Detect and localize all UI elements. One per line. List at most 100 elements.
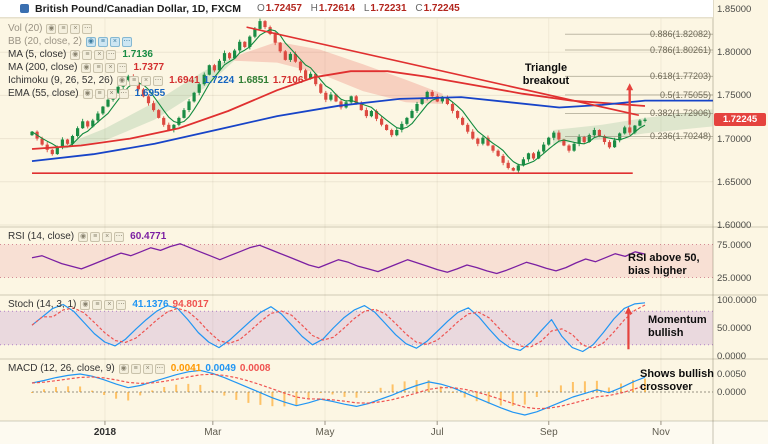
legend-value: 1.6941 [169, 75, 200, 86]
legend-label: Vol (20) [8, 23, 43, 34]
legend-value: 0.0008 [239, 363, 271, 374]
legend-label: BB (20, close, 2) [8, 36, 82, 47]
close-icon[interactable]: × [94, 49, 105, 60]
legend-label: Ichimoku (9, 26, 52, 26) [8, 75, 114, 86]
legend-value: 1.6851 [238, 75, 269, 86]
settings-icon[interactable]: ≡ [93, 62, 104, 73]
fib-level-label: 0.618(1.77203) [649, 71, 711, 82]
close-label: C [415, 3, 423, 14]
eye-icon[interactable]: ◉ [78, 231, 89, 242]
price-tick-label: 1.65000 [717, 176, 752, 188]
settings-icon[interactable]: ≡ [90, 231, 101, 242]
note-line: bullish [648, 327, 684, 339]
high-value: 1.72614 [318, 3, 356, 14]
eye-icon[interactable]: ◉ [118, 363, 129, 374]
more-icon[interactable]: ⋯ [106, 49, 117, 60]
legend-value: 60.4771 [130, 231, 167, 242]
macd-note: Shows bullish crossover [640, 368, 714, 394]
settings-icon[interactable]: ≡ [58, 23, 69, 34]
eye-icon[interactable]: ◉ [117, 75, 128, 86]
low-label: L [363, 3, 370, 14]
legend-row: MA (200, close) ◉ ≡ × ⋯ 1.7377 [8, 61, 303, 74]
legend-row: EMA (55, close) ◉ ≡ × ⋯ 1.6955 [8, 87, 303, 100]
legend-value: 0.0041 [170, 363, 202, 374]
settings-icon[interactable]: ≡ [82, 49, 93, 60]
legend-label: RSI (14, close) [8, 231, 75, 242]
price-tick-label: 1.75000 [717, 90, 752, 102]
rsi-tick-label: 75.0000 [717, 239, 752, 251]
macd-tick-label: 0.0050 [717, 369, 747, 380]
legend-row: Vol (20) ◉ ≡ × ⋯ [8, 22, 303, 35]
fib-level-label: 0.236(1.70248) [649, 131, 711, 142]
legend-value: 1.7136 [122, 49, 153, 60]
chart-header: British Pound/Canadian Dollar, 1D, FXCM … [0, 0, 713, 18]
legend-value: 1.7106 [272, 75, 304, 86]
close-icon[interactable]: × [70, 23, 81, 34]
settings-icon[interactable]: ≡ [97, 36, 108, 47]
time-axis-label: May [315, 427, 335, 438]
price-tick-label: 1.85000 [717, 4, 752, 15]
instrument-icon [20, 4, 29, 13]
eye-icon[interactable]: ◉ [82, 88, 93, 99]
fib-level-label: 0.5(1.75055) [659, 89, 711, 100]
stoch-tick-label: 0.0000 [717, 351, 747, 362]
eye-icon[interactable]: ◉ [80, 299, 91, 310]
close-icon[interactable]: × [104, 299, 115, 310]
close-icon[interactable]: × [102, 231, 113, 242]
legend-row: Ichimoku (9, 26, 52, 26) ◉ ≡ × ⋯ 1.6941 1.7224… [8, 74, 303, 87]
legend-label: EMA (55, close) [8, 88, 79, 99]
close-icon[interactable]: × [106, 88, 117, 99]
legend-label: MACD (12, 26, close, 9) [8, 363, 115, 374]
open-value: 1.72457 [265, 3, 302, 14]
note-line: Shows bullish [640, 368, 714, 380]
time-axis-label: Jul [430, 427, 444, 438]
eye-icon[interactable]: ◉ [81, 62, 92, 73]
note-line: bias higher [628, 265, 687, 277]
close-value: 1.72245 [423, 3, 460, 14]
fib-level-label: 0.382(1.72906) [649, 108, 711, 119]
more-icon[interactable]: ⋯ [117, 62, 128, 73]
fib-level-label: 0.886(1.82082) [649, 29, 711, 40]
time-axis-label: Mar [204, 427, 222, 438]
settings-icon[interactable]: ≡ [130, 363, 141, 374]
close-icon[interactable]: × [142, 363, 153, 374]
more-icon[interactable]: ⋯ [153, 75, 164, 86]
eye-icon[interactable]: ◉ [70, 49, 81, 60]
ohlc-readout: O1.72457 H1.72614 L1.72231 C1.72245 [251, 3, 460, 14]
settings-icon[interactable]: ≡ [92, 299, 103, 310]
legend-value: 94.8017 [172, 299, 209, 310]
eye-icon[interactable]: ◉ [46, 23, 57, 34]
note-line: crossover [640, 381, 693, 393]
time-axis-label: Sep [539, 427, 558, 438]
momentum-note: Momentum bullish [648, 314, 707, 340]
low-value: 1.72231 [370, 3, 407, 14]
eye-icon[interactable]: ◉ [85, 36, 96, 47]
more-icon[interactable]: ⋯ [116, 299, 127, 310]
rsi-note: RSI above 50, bias higher [628, 252, 700, 278]
stoch-tick-label: 50.0000 [717, 323, 752, 334]
legend-value: 41.1376 [132, 299, 169, 310]
note-line: breakout [522, 75, 570, 87]
price-tick-label: 1.80000 [717, 47, 752, 59]
more-icon[interactable]: ⋯ [114, 231, 125, 242]
legend-label: MA (200, close) [8, 62, 78, 73]
time-axis-label: 2018 [93, 427, 117, 438]
legend-row: BB (20, close, 2) ◉ ≡ × ⋯ [8, 35, 303, 48]
close-icon[interactable]: × [105, 62, 116, 73]
close-icon[interactable]: × [109, 36, 120, 47]
open-label: O [256, 3, 265, 14]
more-icon[interactable]: ⋯ [82, 23, 93, 34]
note-line: RSI above 50, [628, 252, 700, 264]
legend-value: 0.0049 [205, 363, 236, 374]
last-price-badge: 1.72245 [714, 112, 766, 126]
more-icon[interactable]: ⋯ [118, 88, 129, 99]
more-icon[interactable]: ⋯ [154, 363, 165, 374]
legend-value: 1.7377 [133, 62, 165, 73]
stoch-legend: Stoch (14, 3, 1) ◉ ≡ × ⋯ 41.1376 94.8017 [8, 299, 209, 310]
more-icon[interactable]: ⋯ [121, 36, 132, 47]
settings-icon[interactable]: ≡ [129, 75, 140, 86]
legend-label: Stoch (14, 3, 1) [8, 299, 77, 310]
close-icon[interactable]: × [141, 75, 152, 86]
settings-icon[interactable]: ≡ [94, 88, 105, 99]
rsi-tick-label: 25.0000 [717, 272, 752, 284]
